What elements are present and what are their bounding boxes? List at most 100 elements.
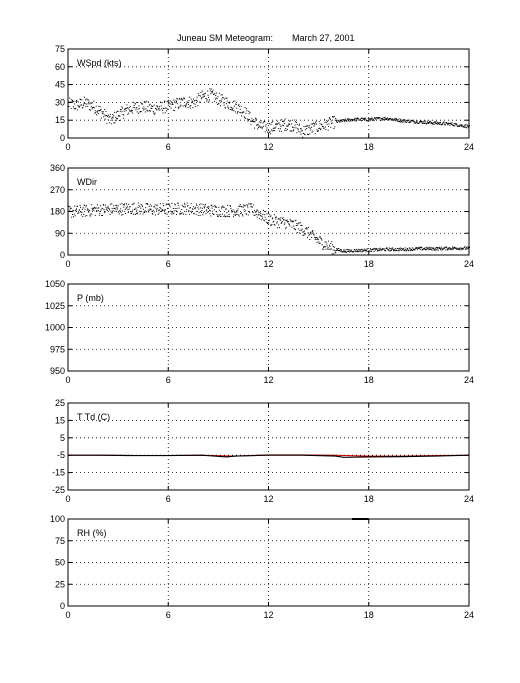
data-point: [161, 209, 163, 211]
data-point: [343, 251, 345, 253]
data-point: [273, 127, 275, 129]
data-point: [371, 117, 373, 119]
data-point: [84, 204, 86, 206]
data-point: [399, 249, 401, 251]
data-point: [357, 249, 359, 251]
data-point: [264, 214, 266, 216]
data-point: [105, 204, 107, 206]
data-point: [332, 246, 334, 248]
data-point: [276, 221, 278, 223]
data-point: [301, 130, 303, 132]
data-point: [117, 207, 119, 209]
data-point: [156, 106, 158, 108]
data-point: [223, 104, 225, 106]
data-point: [94, 214, 96, 216]
data-point: [439, 122, 441, 124]
data-point: [278, 128, 280, 130]
data-point: [306, 125, 308, 127]
data-point: [117, 118, 119, 120]
data-point: [144, 211, 146, 213]
data-point: [234, 111, 236, 113]
data-point: [305, 125, 307, 127]
data-point: [166, 101, 168, 103]
data-point: [305, 126, 307, 128]
data-point: [96, 204, 98, 206]
data-point: [133, 101, 135, 103]
data-point: [233, 105, 235, 107]
data-point: [84, 208, 86, 210]
data-point: [101, 214, 103, 216]
data-point: [347, 249, 349, 251]
data-point: [81, 211, 83, 213]
data-point: [79, 205, 81, 207]
data-point: [236, 213, 238, 215]
data-point: [90, 106, 92, 108]
data-point: [189, 105, 191, 107]
data-point: [394, 248, 396, 250]
data-point: [181, 208, 183, 210]
data-point: [194, 100, 196, 102]
data-point: [230, 208, 232, 210]
data-point: [291, 220, 293, 222]
data-point: [412, 249, 414, 251]
data-point: [402, 121, 404, 123]
data-point: [366, 248, 368, 250]
data-point: [379, 117, 381, 119]
data-point: [333, 246, 335, 248]
data-point: [196, 205, 198, 207]
data-point: [288, 223, 290, 225]
data-point: [377, 117, 379, 119]
data-point: [465, 124, 467, 126]
data-point: [165, 204, 167, 206]
data-point: [392, 247, 394, 249]
data-point: [308, 126, 310, 128]
data-point: [395, 117, 397, 119]
data-point: [175, 204, 177, 206]
data-point: [141, 204, 143, 206]
data-point: [110, 212, 112, 214]
data-point: [343, 249, 345, 251]
data-point: [105, 206, 107, 208]
data-point: [107, 115, 109, 117]
y-tick-label: 360: [50, 163, 65, 173]
data-point: [159, 109, 161, 111]
data-point: [337, 247, 339, 249]
data-point: [298, 124, 300, 126]
data-point: [409, 121, 411, 123]
data-point: [445, 249, 447, 251]
data-point: [137, 108, 139, 110]
data-point: [245, 210, 247, 212]
data-point: [279, 128, 281, 130]
data-point: [339, 250, 341, 252]
data-point: [440, 248, 442, 250]
data-point: [410, 250, 412, 252]
data-point: [113, 122, 115, 124]
data-point: [448, 123, 450, 125]
data-point: [233, 100, 235, 102]
data-point: [142, 109, 144, 111]
data-point: [320, 129, 322, 131]
data-point: [288, 123, 290, 125]
title-text: Juneau SM Meteogram:: [177, 33, 274, 43]
data-point: [206, 99, 208, 101]
data-point: [248, 203, 250, 205]
data-point: [435, 247, 437, 249]
data-point: [268, 131, 270, 133]
data-point: [367, 120, 369, 122]
data-point: [160, 105, 162, 107]
data-point: [93, 107, 95, 109]
data-point: [167, 103, 169, 105]
data-point: [330, 243, 332, 245]
data-point: [87, 105, 89, 107]
data-point: [273, 220, 275, 222]
data-point: [302, 136, 304, 138]
data-point: [91, 208, 93, 210]
data-point: [156, 105, 158, 107]
data-point: [277, 120, 279, 122]
data-point: [436, 249, 438, 251]
data-point: [191, 102, 193, 104]
data-point: [208, 208, 210, 210]
data-point: [320, 128, 322, 130]
data-point: [96, 210, 98, 212]
data-point: [240, 112, 242, 114]
